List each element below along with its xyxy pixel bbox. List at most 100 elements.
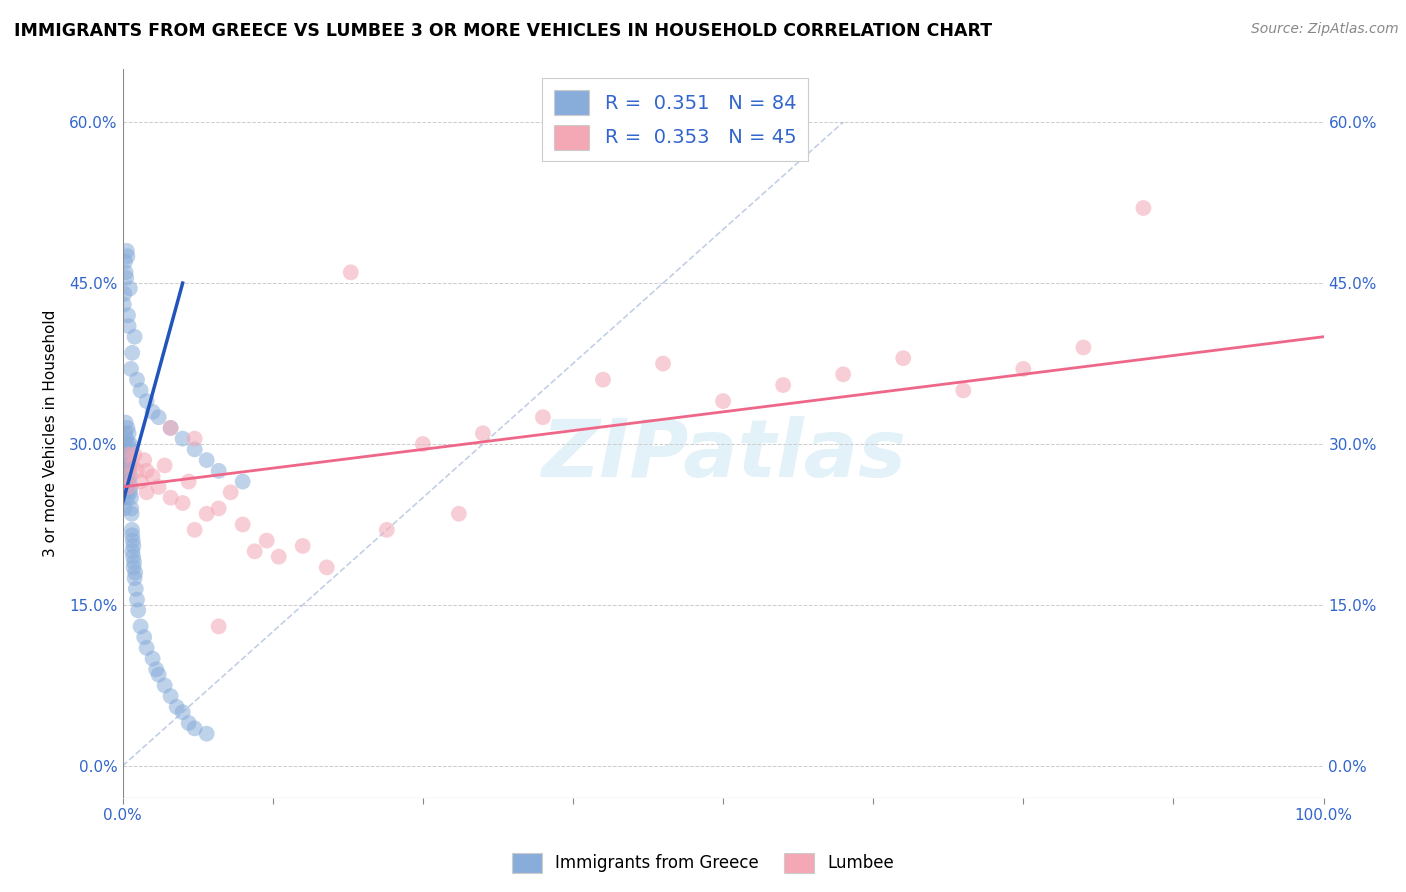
Point — [112, 501, 135, 516]
Point — [159, 491, 181, 505]
Point — [135, 485, 157, 500]
Point — [122, 549, 145, 564]
Point — [1012, 362, 1035, 376]
Point — [195, 507, 218, 521]
Point — [118, 485, 141, 500]
Point — [118, 442, 141, 457]
Point — [121, 528, 143, 542]
Point — [115, 270, 138, 285]
Point — [117, 421, 139, 435]
Point — [117, 464, 139, 478]
Point — [129, 384, 152, 398]
Point — [112, 286, 135, 301]
Point — [117, 318, 139, 333]
Point — [135, 464, 157, 478]
Point — [232, 475, 254, 489]
Point — [531, 410, 554, 425]
Text: Source: ZipAtlas.com: Source: ZipAtlas.com — [1251, 22, 1399, 37]
Point — [125, 464, 148, 478]
Point — [832, 368, 855, 382]
Point — [112, 458, 135, 473]
Point — [120, 501, 142, 516]
Point — [592, 373, 614, 387]
Point — [115, 458, 138, 473]
Text: IMMIGRANTS FROM GREECE VS LUMBEE 3 OR MORE VEHICLES IN HOUSEHOLD CORRELATION CHA: IMMIGRANTS FROM GREECE VS LUMBEE 3 OR MO… — [14, 22, 993, 40]
Point — [135, 640, 157, 655]
Point — [115, 475, 138, 489]
Point — [256, 533, 278, 548]
Point — [120, 362, 142, 376]
Point — [114, 453, 136, 467]
Point — [177, 715, 200, 730]
Point — [159, 421, 181, 435]
Point — [166, 699, 188, 714]
Point — [117, 458, 139, 473]
Point — [117, 249, 139, 263]
Point — [232, 517, 254, 532]
Point — [129, 619, 152, 633]
Point — [183, 432, 205, 446]
Point — [135, 394, 157, 409]
Point — [159, 689, 181, 703]
Point — [145, 662, 167, 676]
Point — [177, 475, 200, 489]
Point — [115, 448, 138, 462]
Point — [1073, 341, 1095, 355]
Point — [891, 351, 914, 366]
Point — [117, 480, 139, 494]
Point — [121, 346, 143, 360]
Point — [115, 244, 138, 258]
Point — [183, 523, 205, 537]
Point — [124, 448, 146, 462]
Point — [375, 523, 398, 537]
Point — [114, 464, 136, 478]
Point — [142, 469, 165, 483]
Point — [219, 485, 242, 500]
Point — [112, 491, 135, 505]
Point — [112, 469, 135, 483]
Point — [772, 378, 794, 392]
Point — [118, 281, 141, 295]
Point — [118, 458, 141, 473]
Point — [118, 437, 141, 451]
Point — [125, 373, 148, 387]
Point — [142, 651, 165, 665]
Point — [208, 619, 231, 633]
Point — [125, 592, 148, 607]
Point — [172, 705, 194, 719]
Point — [127, 603, 149, 617]
Point — [117, 491, 139, 505]
Point — [114, 448, 136, 462]
Point — [121, 533, 143, 548]
Point — [117, 480, 139, 494]
Point — [117, 426, 139, 441]
Point — [208, 501, 231, 516]
Point — [125, 582, 148, 596]
Point — [148, 410, 170, 425]
Point — [153, 458, 176, 473]
Point — [195, 453, 218, 467]
Point — [148, 480, 170, 494]
Point — [122, 539, 145, 553]
Point — [117, 437, 139, 451]
Point — [112, 437, 135, 451]
Point — [471, 426, 494, 441]
Point — [118, 475, 141, 489]
Point — [195, 727, 218, 741]
Point — [120, 469, 142, 483]
Point — [243, 544, 266, 558]
Legend: R =  0.351   N = 84, R =  0.353   N = 45: R = 0.351 N = 84, R = 0.353 N = 45 — [543, 78, 808, 161]
Point — [115, 485, 138, 500]
Point — [208, 464, 231, 478]
Point — [117, 308, 139, 322]
Point — [142, 405, 165, 419]
Point — [652, 357, 675, 371]
Point — [117, 448, 139, 462]
Point — [124, 571, 146, 585]
Point — [315, 560, 337, 574]
Point — [122, 555, 145, 569]
Point — [124, 566, 146, 580]
Point — [114, 426, 136, 441]
Point — [172, 432, 194, 446]
Point — [114, 265, 136, 279]
